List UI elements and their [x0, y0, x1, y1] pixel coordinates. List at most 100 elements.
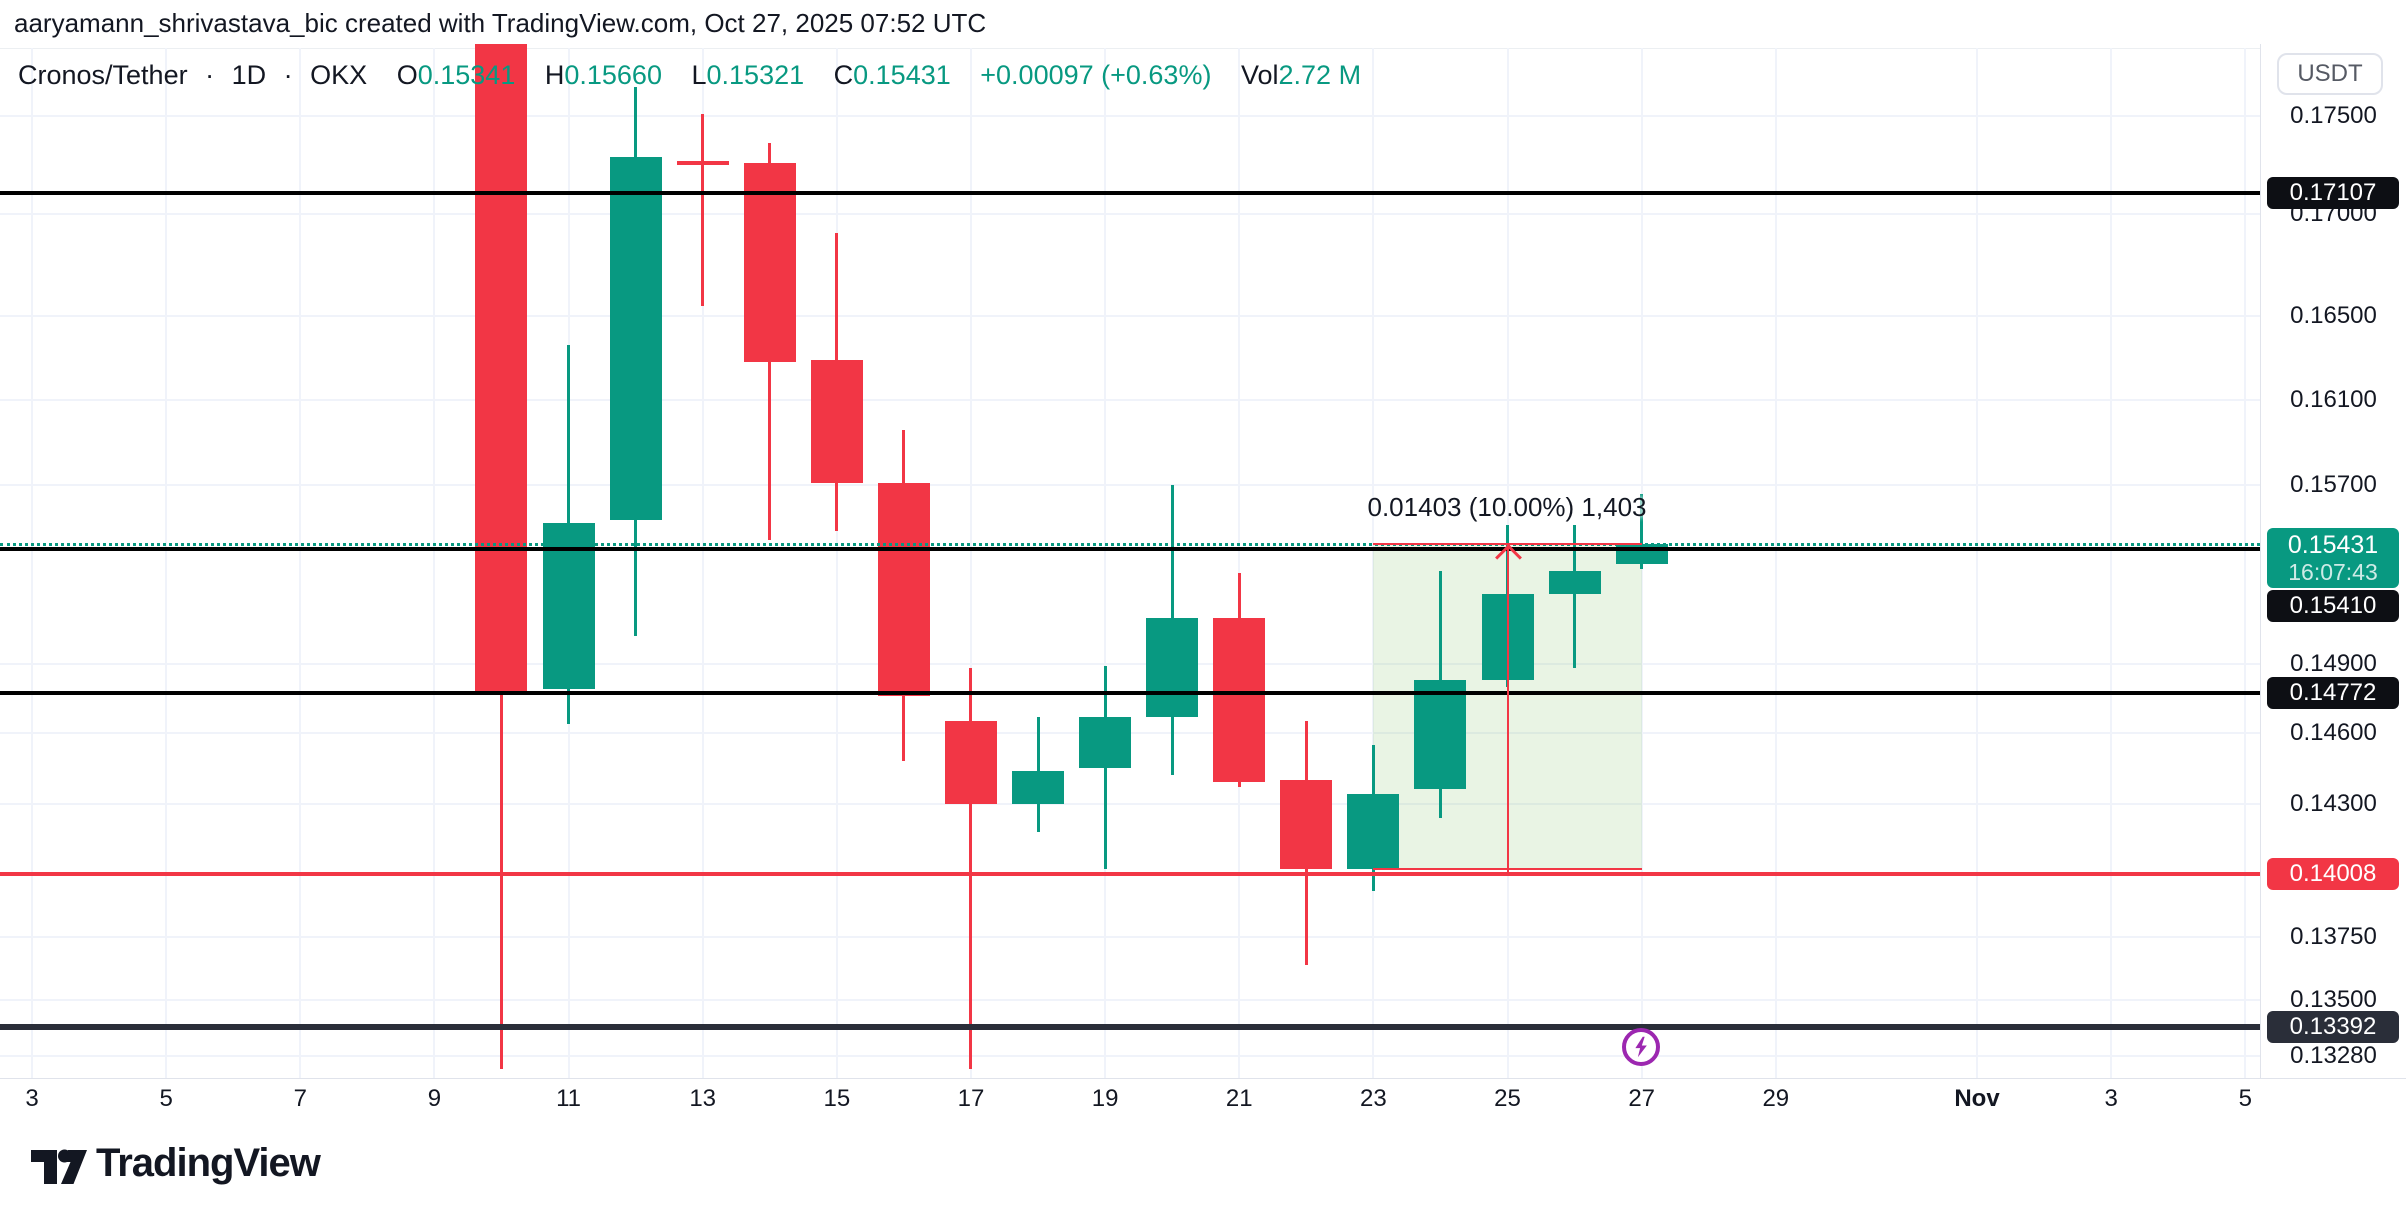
legend-high-value: 0.15660: [564, 60, 662, 90]
time-tick-17-14: 17: [957, 1085, 985, 1112]
price-badge-0.15410: 0.15410: [2267, 590, 2399, 622]
bar-countdown-timer: 16:07:43: [2288, 559, 2378, 585]
candle-wick-oct-26: [1573, 524, 1577, 669]
price-axis[interactable]: 0.15431 16:07:43 0.17107 0.15410 0.14772 0.…: [2261, 44, 2406, 1078]
price-range-center-line: [1506, 544, 1509, 876]
legend-open-label: O: [396, 60, 418, 90]
candle-wick-oct-13: [701, 113, 705, 306]
candle-oct-18: [1012, 770, 1065, 804]
vertical-gridline: [299, 48, 302, 1078]
candle-oct-24: [1414, 679, 1467, 790]
price-tick-0.14300: 0.14300: [2290, 789, 2377, 817]
candle-oct-13: [676, 160, 729, 165]
time-tick-19-16: 19: [1091, 1085, 1119, 1112]
candle-wick-oct-27: [1640, 494, 1644, 569]
horizontal-gridline: [0, 662, 2260, 665]
legend-low-label: L: [691, 60, 707, 90]
price-badge-0.17107: 0.17107: [2267, 177, 2399, 210]
horizontal-gridline: [0, 213, 2260, 216]
candle-oct-10: [475, 44, 528, 692]
horizontal-gridline: [0, 315, 2260, 318]
level-line-0.13392[interactable]: [0, 1024, 2260, 1031]
vertical-gridline: [1372, 48, 1375, 1078]
level-line-0.15410[interactable]: [0, 547, 2260, 551]
price-tick-0.13500: 0.13500: [2290, 985, 2377, 1013]
time-tick-7-4: 7: [293, 1085, 307, 1112]
lightning-icon: [1635, 1036, 1647, 1058]
tradingview-logo-icon: [31, 1149, 87, 1184]
attribution-text: aaryamann_shrivastava_bic created with T…: [14, 8, 987, 38]
horizontal-gridline: [0, 802, 2260, 805]
time-tick-5-2: 5: [159, 1085, 173, 1112]
candle-oct-19: [1079, 716, 1132, 769]
quick-trade-lightning-button[interactable]: [1622, 1028, 1660, 1066]
time-tick-3-0: 3: [25, 1085, 39, 1112]
legend-volume-label: Vol: [1240, 60, 1279, 90]
vertical-gridline: [835, 48, 838, 1078]
time-tick-13-10: 13: [689, 1085, 717, 1112]
candle-oct-22: [1280, 779, 1333, 869]
legend-close-value: 0.15431: [853, 60, 951, 90]
legend-interval: 1D: [231, 60, 267, 90]
level-line-0.17107[interactable]: [0, 191, 2260, 196]
vertical-gridline: [433, 48, 436, 1078]
candle-oct-12: [609, 156, 662, 521]
measure-annotation: 0.01403 (10.00%) 1,403: [1367, 492, 1647, 522]
vertical-gridline: [1238, 48, 1241, 1078]
level-line-0.14008[interactable]: [0, 872, 2260, 876]
candle-oct-23: [1347, 794, 1400, 869]
horizontal-gridline: [0, 1054, 2260, 1057]
vertical-gridline: [701, 48, 704, 1078]
time-axis[interactable]: 3 5 7 9 11 13 15 17 19 21 23 25 27 29 Nov 3 5: [0, 1078, 2406, 1120]
legend-open-value: 0.15341: [417, 60, 516, 90]
price-tick-0.16500: 0.16500: [2290, 302, 2377, 330]
time-tick-29-26: 29: [1762, 1085, 1790, 1112]
time-tick-3-31: 3: [2104, 1085, 2118, 1112]
candle-oct-17: [944, 721, 997, 804]
time-tick-11-8: 11: [556, 1085, 581, 1112]
brand-wordmark: TradingView: [96, 1141, 321, 1185]
price-tick-0.14900: 0.14900: [2290, 649, 2377, 677]
price-badge-0.14008: 0.14008: [2267, 858, 2399, 890]
price-tick-0.17500: 0.17500: [2290, 101, 2377, 129]
time-tick-25-22: 25: [1494, 1085, 1521, 1112]
legend-change-value: +0.00097 (+0.63%): [980, 60, 1212, 90]
price-tick-0.16100: 0.16100: [2290, 385, 2377, 413]
vertical-gridline: [1976, 48, 1979, 1078]
candle-oct-14: [743, 162, 796, 362]
vertical-gridline: [1774, 48, 1777, 1078]
footer-bar: TradingView: [0, 1119, 2406, 1229]
candle-oct-20: [1146, 618, 1199, 717]
horizontal-gridline: [0, 398, 2260, 401]
price-tick-0.14600: 0.14600: [2290, 718, 2377, 746]
price-axis-separator: [2260, 44, 2261, 1118]
price-badge-0.13392: 0.13392: [2267, 1011, 2399, 1044]
chart-pane[interactable]: Cronos/Tether · 1D · OKX O0.15341 H0.156…: [0, 44, 2260, 1078]
horizontal-gridline: [0, 484, 2260, 487]
legend-low-value: 0.15321: [706, 60, 805, 90]
level-line-0.14772[interactable]: [0, 691, 2260, 696]
time-tick-9-6: 9: [427, 1085, 442, 1112]
candle-wick-oct-17: [969, 668, 973, 1069]
currency-toggle-button[interactable]: USDT: [2277, 53, 2383, 95]
time-tick-5-33: 5: [2238, 1085, 2252, 1112]
vertical-gridline: [2244, 48, 2247, 1078]
time-tick-15-12: 15: [823, 1085, 851, 1112]
vertical-gridline: [31, 48, 33, 1078]
vertical-gridline: [165, 48, 168, 1078]
time-tick-21-18: 21: [1225, 1085, 1253, 1112]
price-badge-0.14772: 0.14772: [2267, 677, 2399, 710]
legend-close-label: C: [833, 60, 854, 90]
legend-exchange: OKX: [310, 60, 368, 90]
legend-symbol: Cronos/Tether: [18, 60, 188, 90]
attribution-bar: aaryamann_shrivastava_bic created with T…: [0, 0, 2406, 44]
candle-oct-26: [1548, 571, 1601, 594]
vertical-gridline: [2110, 48, 2113, 1078]
vertical-gridline: [969, 48, 972, 1078]
time-tick-27-24: 27: [1628, 1085, 1656, 1112]
pane-top-border: [0, 48, 2260, 49]
price-tick-0.13280: 0.13280: [2290, 1041, 2377, 1069]
current-price-badge: 0.15431 16:07:43: [2267, 528, 2399, 588]
candle-oct-15: [810, 359, 863, 484]
